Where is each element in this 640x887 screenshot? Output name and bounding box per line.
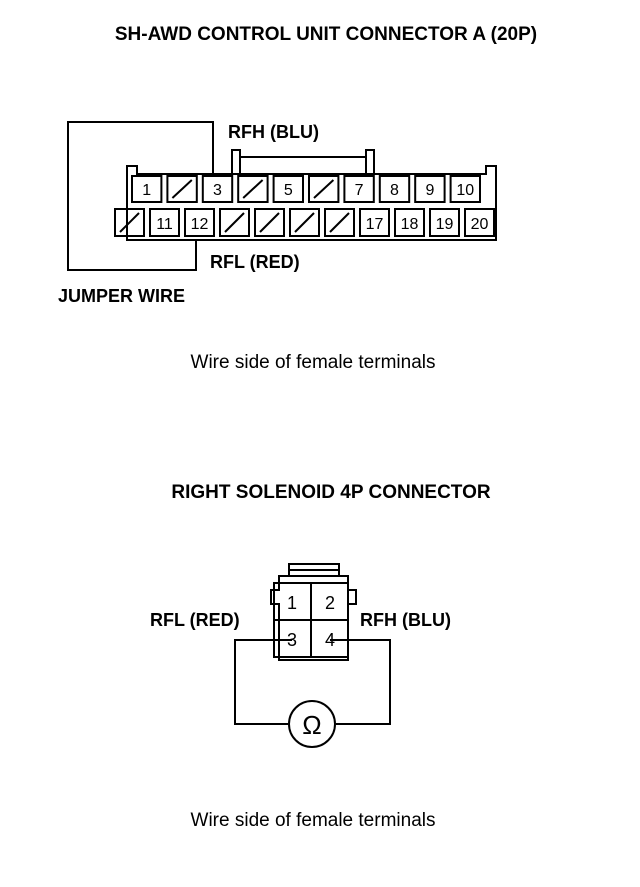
- meter-lead-right: [330, 639, 391, 725]
- connector-a-row1-cavity: [378, 175, 411, 203]
- jumper-wire: [67, 121, 214, 271]
- solenoid-pin-2: 2: [325, 593, 335, 613]
- connector-a-row1-cavity: [272, 175, 305, 203]
- connector-a-caption: Wire side of female terminals: [191, 352, 436, 373]
- connector-a-row2-cavity: [464, 208, 495, 237]
- connector-a-row1-cavity: [414, 175, 446, 203]
- connector-a-row2-cavity: [359, 208, 390, 237]
- connector-a-empty-slot-mark: [329, 212, 350, 233]
- connector-a-row2-cavity: [289, 208, 320, 237]
- connector-a-empty-slot-mark: [294, 212, 315, 233]
- connector-a-row1-cavity: [343, 175, 375, 203]
- solenoid-caption: Wire side of female terminals: [191, 810, 436, 831]
- meter-lead-left: [234, 639, 292, 725]
- connector-a-row1-cavity: [166, 175, 198, 203]
- connector-a-pin-11: 11: [156, 216, 173, 233]
- connector-a-rfl-label: RFL (RED): [210, 252, 300, 272]
- ohmmeter-icon: [288, 700, 336, 748]
- connector-a-row1-cavity: [308, 175, 340, 203]
- connector-a-row1-cavity: [237, 175, 269, 203]
- connector-a-pin-20: 20: [471, 216, 489, 233]
- ohmmeter-symbol: Ω: [302, 710, 321, 740]
- connector-a-pin-1: 1: [142, 182, 151, 199]
- connector-a-pin-5: 5: [284, 182, 293, 199]
- jumper-wire-label: JUMPER WIRE: [58, 286, 185, 306]
- connector-a-row1-cavity: [201, 175, 234, 203]
- solenoid-rfl-label: RFL (RED): [150, 610, 240, 630]
- connector-a-row2-cavity: [324, 208, 355, 237]
- connector-a-pin-10: 10: [456, 182, 474, 199]
- connector-a-row2-cavity: [394, 208, 425, 237]
- connector-a-pin-19: 19: [436, 216, 454, 233]
- connector-a-empty-slot-mark: [119, 212, 140, 233]
- connector-a-pin-18: 18: [401, 216, 419, 233]
- connector-a-empty-slot-mark: [259, 212, 280, 233]
- connector-a-pin-9: 9: [425, 182, 434, 199]
- connector-a-rfh-label: RFH (BLU): [228, 122, 319, 142]
- connector-a-title: SH-AWD CONTROL UNIT CONNECTOR A (20P): [115, 24, 537, 45]
- connector-a-pin-8: 8: [390, 182, 399, 199]
- connector-a-row2-cavity: [184, 208, 215, 237]
- connector-a-empty-slot-mark: [224, 212, 245, 233]
- connector-a-row2-cavity: [254, 208, 285, 237]
- connector-a-row2-cavity: [429, 208, 460, 237]
- solenoid-rfh-label: RFH (BLU): [360, 610, 451, 630]
- connector-a-empty-slot-mark: [171, 179, 193, 199]
- connector-a-pin-3: 3: [213, 182, 222, 199]
- connector-a-row2-cavity: [149, 208, 180, 237]
- connector-a-pin-7: 7: [355, 182, 364, 199]
- solenoid-4p-connector: [270, 563, 357, 661]
- solenoid-pin-1: 1: [287, 593, 297, 613]
- connector-a-lock-right: [365, 149, 375, 174]
- connector-a-pin-17: 17: [366, 216, 384, 233]
- connector-a-row1-cavity: [449, 175, 482, 203]
- solenoid-connector-body: [270, 575, 357, 661]
- connector-a-row2-cavity: [219, 208, 250, 237]
- connector-a-lock-left: [231, 149, 241, 174]
- connector-a-20p: [114, 149, 497, 241]
- connector-a-body-bottom: [126, 205, 497, 241]
- connector-a-row1-cavity: [131, 175, 163, 203]
- connector-a-empty-slot-mark: [313, 179, 335, 199]
- connector-a-empty-slot-mark: [242, 179, 264, 199]
- solenoid-connector-title: RIGHT SOLENOID 4P CONNECTOR: [171, 482, 490, 503]
- connector-a-body-top: [126, 165, 497, 205]
- connector-a-row2-cavity: [114, 208, 145, 237]
- connector-a-pin-12: 12: [191, 216, 209, 233]
